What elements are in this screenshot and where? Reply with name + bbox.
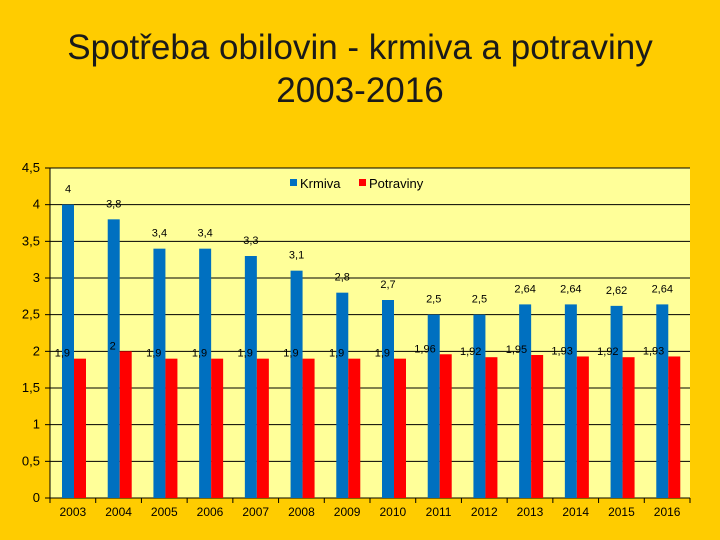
data-label-krmiva: 2,5: [426, 294, 441, 306]
bar-krmiva: [153, 248, 166, 498]
data-label-krmiva: 2,64: [514, 283, 535, 295]
bar-potraviny: [348, 358, 361, 498]
x-tick-label: 2003: [60, 505, 87, 519]
legend-label-potraviny: Potraviny: [369, 176, 424, 191]
y-tick-label: 3: [33, 270, 40, 285]
legend-label-krmiva: Krmiva: [300, 176, 341, 191]
data-label-potraviny: 1,92: [597, 346, 618, 358]
bar-potraviny: [74, 358, 86, 498]
data-label-potraviny: 1,9: [146, 348, 161, 360]
data-label-potraviny: 1,92: [460, 346, 481, 358]
x-tick-label: 2007: [242, 505, 269, 519]
bar-krmiva: [382, 300, 394, 498]
bar-krmiva: [610, 305, 623, 498]
y-tick-label: 2: [33, 343, 40, 358]
bar-krmiva: [199, 248, 212, 498]
data-label-potraviny: 1,96: [414, 343, 435, 355]
data-label-potraviny: 2: [110, 340, 116, 352]
data-label-krmiva: 2,8: [335, 272, 350, 284]
data-label-krmiva: 3,4: [152, 228, 167, 240]
data-label-potraviny: 1,9: [329, 348, 344, 360]
data-label-krmiva: 3,1: [289, 250, 304, 262]
y-tick-label: 3,5: [22, 233, 40, 248]
bar-potraviny: [394, 358, 406, 498]
x-tick-label: 2013: [517, 505, 544, 519]
x-tick-label: 2009: [334, 505, 361, 519]
bar-potraviny: [165, 358, 178, 498]
data-label-krmiva: 3,8: [106, 198, 121, 210]
bar-potraviny: [576, 356, 589, 498]
data-label-potraviny: 1,93: [551, 345, 572, 357]
bar-krmiva: [244, 256, 257, 498]
bar-krmiva: [336, 292, 349, 498]
x-tick-label: 2008: [288, 505, 315, 519]
x-tick-label: 2015: [608, 505, 635, 519]
data-label-potraviny: 1,95: [506, 344, 527, 356]
bar-potraviny: [485, 357, 498, 498]
bar-potraviny: [622, 357, 635, 498]
bar-krmiva: [427, 314, 440, 498]
data-label-krmiva: 3,3: [243, 235, 258, 247]
x-tick-label: 2005: [151, 505, 178, 519]
y-tick-label: 4: [33, 197, 40, 212]
chart-title-line-1: Spotřeba obilovin - krmiva a potraviny: [67, 28, 653, 67]
chart-title: Spotřeba obilovin - krmiva a potraviny 2…: [0, 26, 720, 112]
bar-potraviny: [668, 356, 681, 498]
x-tick-label: 2014: [562, 505, 589, 519]
y-tick-label: 4,5: [22, 160, 40, 175]
data-label-krmiva: 2,64: [560, 283, 581, 295]
plot-area: [50, 168, 690, 498]
data-label-krmiva: 2,62: [606, 285, 627, 297]
data-label-potraviny: 1,9: [238, 348, 253, 360]
bar-potraviny: [439, 354, 452, 498]
bar-krmiva: [62, 204, 74, 498]
data-label-potraviny: 1,9: [55, 348, 70, 360]
data-label-krmiva: 4: [65, 184, 71, 196]
chart-title-line-2: 2003-2016: [276, 71, 444, 110]
data-label-krmiva: 2,5: [472, 294, 487, 306]
y-tick-label: 2,5: [22, 307, 40, 322]
data-label-potraviny: 1,93: [643, 345, 664, 357]
data-label-potraviny: 1,9: [192, 348, 207, 360]
y-tick-label: 0,5: [22, 453, 40, 468]
bar-potraviny: [302, 358, 315, 498]
x-tick-label: 2006: [197, 505, 224, 519]
bar-krmiva: [107, 219, 120, 499]
x-tick-label: 2004: [105, 505, 132, 519]
legend-swatch-potraviny: [359, 179, 366, 186]
bar-potraviny: [211, 358, 224, 498]
y-tick-label: 0: [33, 490, 40, 505]
bar-krmiva: [656, 304, 669, 498]
data-label-potraviny: 1,9: [375, 348, 390, 360]
bar-potraviny: [256, 358, 269, 498]
data-label-krmiva: 2,64: [652, 283, 673, 295]
bar-krmiva: [290, 270, 303, 498]
y-tick-label: 1,5: [22, 380, 40, 395]
y-tick-label: 1: [33, 417, 40, 432]
bar-krmiva: [473, 314, 486, 498]
legend-swatch-krmiva: [290, 179, 297, 186]
x-tick-label: 2016: [654, 505, 681, 519]
bar-krmiva: [519, 304, 532, 498]
x-tick-label: 2010: [380, 505, 407, 519]
x-tick-label: 2012: [471, 505, 498, 519]
data-label-krmiva: 2,7: [380, 279, 395, 291]
bar-potraviny: [531, 355, 544, 498]
bar-krmiva: [564, 304, 577, 498]
bar-potraviny: [119, 351, 132, 498]
data-label-krmiva: 3,4: [197, 228, 212, 240]
data-label-potraviny: 1,9: [283, 348, 298, 360]
x-tick-label: 2011: [426, 505, 452, 519]
